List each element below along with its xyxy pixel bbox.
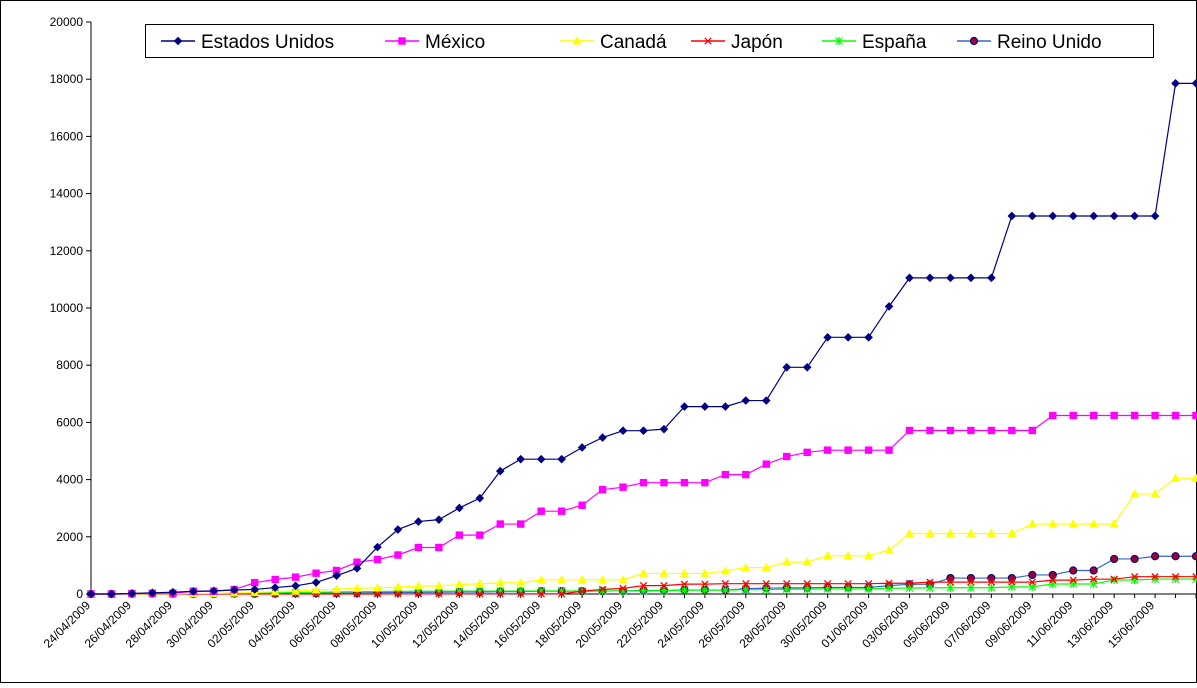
data-point-mexico [1111, 412, 1117, 418]
data-point-mexico [477, 532, 483, 538]
data-point-mexico [456, 532, 462, 538]
legend-marker [399, 38, 405, 44]
data-point-mexico [702, 479, 708, 485]
data-point-reino-unido [1111, 555, 1118, 562]
data-point-mexico [661, 479, 667, 485]
data-point-mexico [620, 484, 626, 490]
legend-label: Reino Unido [997, 32, 1102, 53]
data-point-mexico [1152, 412, 1158, 418]
data-point-reino-unido [967, 574, 974, 581]
data-point-mexico [763, 461, 769, 467]
y-tick-label: 18000 [50, 72, 84, 86]
data-point-reino-unido [1070, 567, 1077, 574]
data-point-mexico [313, 570, 319, 576]
data-point-mexico [1131, 412, 1137, 418]
data-point-reino-unido [1151, 553, 1158, 560]
data-point-mexico [784, 453, 790, 459]
data-point-mexico [558, 508, 564, 514]
data-point-mexico [1029, 427, 1035, 433]
y-tick-label: 8000 [56, 358, 83, 372]
legend-label: Japón [731, 32, 783, 53]
data-point-mexico [1050, 412, 1056, 418]
data-point-mexico [579, 502, 585, 508]
data-point-reino-unido [1008, 574, 1015, 581]
data-point-mexico [927, 427, 933, 433]
y-tick-label: 20000 [50, 15, 84, 29]
legend-marker [970, 37, 977, 44]
data-point-mexico [743, 471, 749, 477]
data-point-reino-unido [988, 574, 995, 581]
legend-label: Canadá [600, 32, 667, 53]
data-point-mexico [968, 427, 974, 433]
data-point-mexico [538, 508, 544, 514]
data-point-reino-unido [947, 574, 954, 581]
legend-label: Estados Unidos [201, 32, 334, 53]
data-point-reino-unido [1192, 553, 1197, 560]
y-tick-label: 2000 [56, 530, 83, 544]
data-point-mexico [1070, 412, 1076, 418]
y-tick-label: 6000 [56, 415, 83, 429]
data-point-mexico [988, 427, 994, 433]
legend-label: España [862, 32, 927, 53]
data-point-mexico [415, 544, 421, 550]
data-point-mexico [599, 486, 605, 492]
y-tick-label: 16000 [50, 129, 84, 143]
data-point-mexico [906, 427, 912, 433]
data-point-mexico [497, 521, 503, 527]
data-point-reino-unido [1090, 567, 1097, 574]
data-point-mexico [1172, 412, 1178, 418]
y-tick-label: 4000 [56, 473, 83, 487]
legend: Estados Unidos México Canadá Japón España Rei… [146, 25, 1154, 58]
data-point-mexico [436, 544, 442, 550]
data-point-mexico [1009, 427, 1015, 433]
data-point-mexico [722, 471, 728, 477]
data-point-mexico [865, 447, 871, 453]
data-point-reino-unido [1029, 571, 1036, 578]
y-tick-label: 14000 [50, 187, 84, 201]
legend-label: México [425, 32, 485, 53]
data-point-mexico [681, 479, 687, 485]
data-point-mexico [518, 521, 524, 527]
data-point-mexico [374, 556, 380, 562]
data-point-reino-unido [1172, 553, 1179, 560]
data-point-mexico [804, 449, 810, 455]
y-tick-label: 12000 [50, 244, 84, 258]
data-point-mexico [1090, 412, 1096, 418]
data-point-mexico [292, 574, 298, 580]
data-point-mexico [640, 479, 646, 485]
data-point-mexico [272, 576, 278, 582]
data-point-mexico [824, 447, 830, 453]
data-point-mexico [1193, 412, 1197, 418]
data-point-reino-unido [1131, 555, 1138, 562]
data-point-mexico [947, 427, 953, 433]
data-point-mexico [845, 447, 851, 453]
data-point-mexico [252, 579, 258, 585]
data-point-mexico [886, 447, 892, 453]
data-point-mexico [395, 552, 401, 558]
y-tick-label: 10000 [50, 301, 84, 315]
